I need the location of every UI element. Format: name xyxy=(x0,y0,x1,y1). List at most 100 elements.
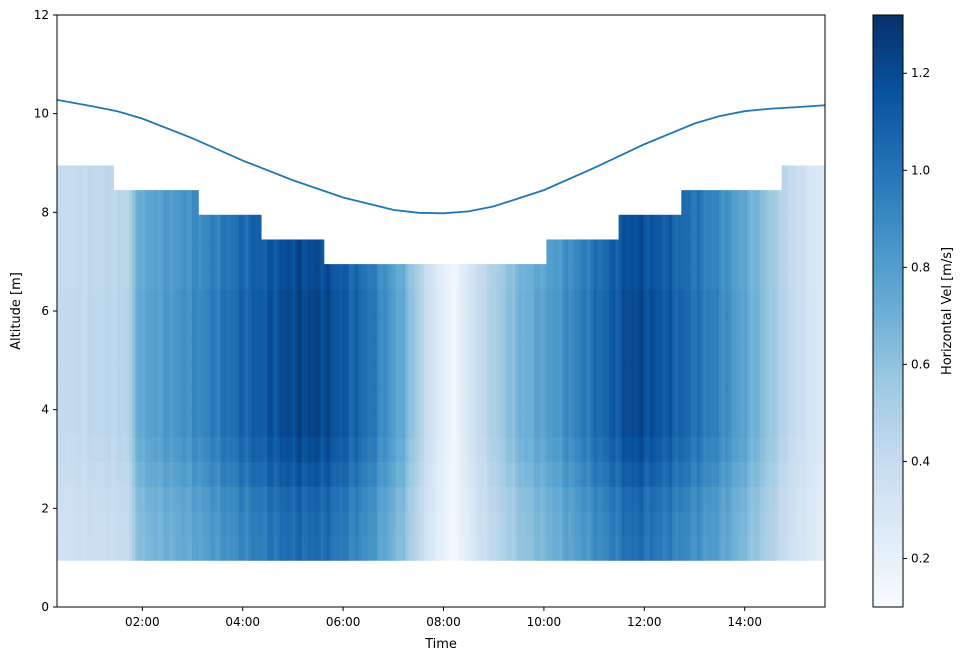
heatmap-cell xyxy=(665,535,670,561)
heatmap-cell xyxy=(245,264,249,290)
heatmap-cell xyxy=(662,313,667,339)
heatmap-cell xyxy=(769,387,773,413)
heatmap-cell xyxy=(436,338,441,364)
heatmap-cell xyxy=(772,436,777,463)
heatmap-cell xyxy=(775,338,780,364)
heatmap-cell xyxy=(60,412,64,438)
heatmap-cell xyxy=(502,362,507,389)
heatmap-cell xyxy=(646,387,651,413)
heatmap-cell xyxy=(750,190,755,216)
heatmap-cell xyxy=(392,412,397,438)
heatmap-cell xyxy=(781,313,786,339)
heatmap-cell xyxy=(446,338,450,364)
heatmap-cell xyxy=(314,288,318,315)
heatmap-cell xyxy=(364,412,369,438)
heatmap-cell xyxy=(640,288,645,315)
heatmap-cell xyxy=(546,535,551,561)
heatmap-cell xyxy=(684,461,689,487)
heatmap-cell xyxy=(185,436,190,463)
heatmap-cell xyxy=(100,362,105,389)
heatmap-cell xyxy=(521,288,526,315)
heatmap-cell xyxy=(342,288,347,315)
heatmap-cell xyxy=(508,338,513,364)
heatmap-cell xyxy=(816,288,820,315)
heatmap-cell xyxy=(499,412,504,438)
heatmap-cell xyxy=(364,362,369,389)
heatmap-cell xyxy=(424,510,428,537)
heatmap-cell xyxy=(166,288,171,315)
heatmap-cell xyxy=(493,510,497,537)
heatmap-cell xyxy=(289,387,293,413)
heatmap-cell xyxy=(665,436,670,463)
heatmap-cell xyxy=(232,535,237,561)
heatmap-cell xyxy=(659,313,664,339)
heatmap-cell xyxy=(668,436,673,463)
heatmap-cell xyxy=(355,486,359,512)
heatmap-cell xyxy=(609,436,613,463)
heatmap-cell xyxy=(813,387,817,413)
heatmap-cell xyxy=(248,239,253,265)
heatmap-cell xyxy=(766,461,770,487)
heatmap-cell xyxy=(339,486,344,512)
heatmap-cell xyxy=(480,387,485,413)
heatmap-cell xyxy=(769,362,773,389)
heatmap-cell xyxy=(392,387,397,413)
heatmap-cell xyxy=(235,362,240,389)
heatmap-cell xyxy=(530,510,535,537)
heatmap-cell xyxy=(179,239,184,265)
heatmap-cell xyxy=(173,362,177,389)
heatmap-cell xyxy=(191,338,196,364)
heatmap-cell xyxy=(204,486,209,512)
heatmap-cell xyxy=(402,461,406,487)
heatmap-cell xyxy=(577,362,582,389)
heatmap-cell xyxy=(94,313,99,339)
heatmap-cell xyxy=(621,313,626,339)
heatmap-cell xyxy=(787,412,792,438)
heatmap-cell xyxy=(527,387,532,413)
heatmap-cell xyxy=(166,264,171,290)
heatmap-cell xyxy=(398,486,403,512)
heatmap-cell xyxy=(414,461,419,487)
heatmap-cell xyxy=(251,214,256,241)
heatmap-cell xyxy=(737,436,742,463)
heatmap-cell xyxy=(505,387,510,413)
heatmap-cell xyxy=(489,387,494,413)
heatmap-cell xyxy=(100,535,105,561)
heatmap-cell xyxy=(154,190,158,216)
heatmap-cell xyxy=(179,387,184,413)
heatmap-cell xyxy=(320,338,325,364)
heatmap-cell xyxy=(232,239,237,265)
heatmap-cell xyxy=(816,436,820,463)
heatmap-cell xyxy=(185,190,190,216)
heatmap-cell xyxy=(179,264,184,290)
heatmap-cell xyxy=(546,313,551,339)
heatmap-cell xyxy=(502,338,507,364)
heatmap-cell xyxy=(458,387,463,413)
heatmap-cell xyxy=(323,461,328,487)
heatmap-cell xyxy=(358,264,362,290)
x-axis-label: Time xyxy=(424,637,457,652)
heatmap-cell xyxy=(169,362,174,389)
heatmap-cell xyxy=(565,486,569,512)
heatmap-cell xyxy=(264,239,268,265)
heatmap-cell xyxy=(201,288,206,315)
heatmap-cell xyxy=(342,510,347,537)
heatmap-cell xyxy=(615,313,620,339)
heatmap-cell xyxy=(82,338,86,364)
heatmap-cell xyxy=(646,535,651,561)
heatmap-cell xyxy=(85,313,89,339)
heatmap-cell xyxy=(489,510,494,537)
heatmap-cell xyxy=(260,288,265,315)
heatmap-cell xyxy=(107,313,111,339)
heatmap-cell xyxy=(100,387,105,413)
heatmap-cell xyxy=(85,362,89,389)
heatmap-cell xyxy=(709,486,714,512)
heatmap-cell xyxy=(772,338,777,364)
heatmap-cell xyxy=(179,362,184,389)
heatmap-cell xyxy=(66,535,71,561)
heatmap-cell xyxy=(176,239,180,265)
heatmap-cell xyxy=(618,486,623,512)
heatmap-cell xyxy=(687,436,692,463)
heatmap-cell xyxy=(82,214,86,241)
heatmap-cell xyxy=(248,264,253,290)
